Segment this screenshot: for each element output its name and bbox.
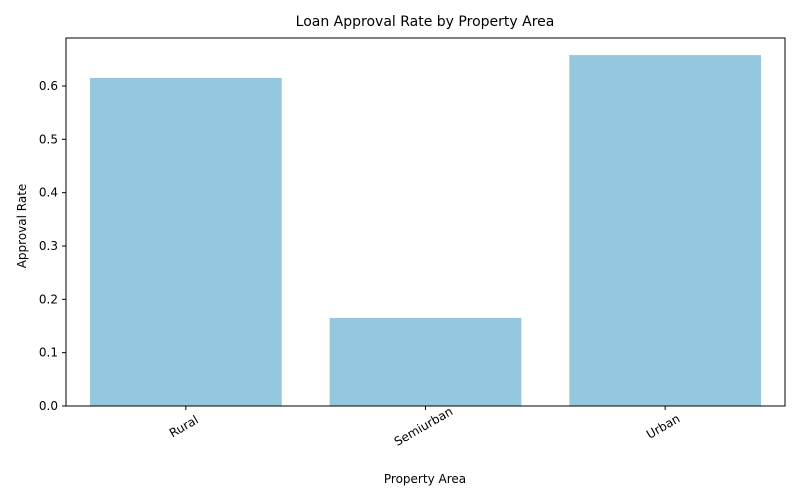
- y-tick-label: 0.4: [39, 186, 58, 200]
- x-tick-label: Rural: [167, 413, 201, 441]
- y-tick-label: 0.1: [39, 346, 58, 360]
- y-tick-label: 0.2: [39, 292, 58, 306]
- x-tick-label: Semiurban: [392, 404, 455, 449]
- y-tick-label: 0.3: [39, 239, 58, 253]
- bar-urban: [569, 55, 762, 407]
- bars-group: [89, 55, 762, 407]
- chart-title: Loan Approval Rate by Property Area: [296, 14, 555, 30]
- x-axis-label: Property Area: [384, 472, 466, 486]
- y-tick-label: 0.6: [39, 79, 58, 93]
- y-tick-label: 0.0: [39, 399, 58, 413]
- plot-frame: [65, 37, 786, 407]
- y-axis-label: Approval Rate: [15, 184, 29, 269]
- x-axis: Rural Semiurban Urban: [167, 404, 682, 449]
- bar-rural: [89, 78, 282, 406]
- y-tick-label: 0.5: [39, 132, 58, 146]
- bar-semiurban: [329, 318, 522, 406]
- y-axis: 0.0 0.1 0.2 0.3 0.4 0.5 0.6: [39, 79, 66, 413]
- x-tick-label: Urban: [644, 411, 682, 441]
